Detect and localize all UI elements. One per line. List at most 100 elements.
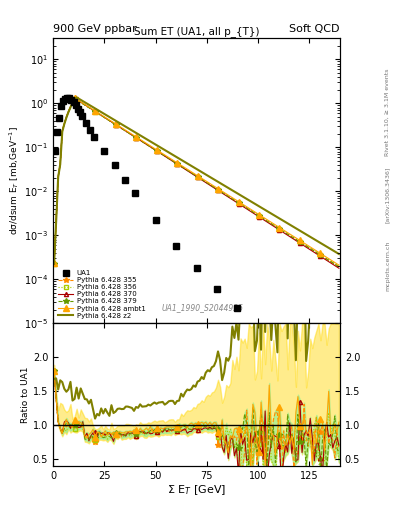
Pythia 6.428 ambt1 xyxy=(334,261,339,267)
UA1 xyxy=(67,95,72,101)
Pythia 6.428 370 xyxy=(334,264,339,270)
Legend: UA1, Pythia 6.428 355, Pythia 6.428 356, Pythia 6.428 370, Pythia 6.428 379, Pyt: UA1, Pythia 6.428 355, Pythia 6.428 356,… xyxy=(55,268,148,322)
UA1 xyxy=(297,361,301,368)
UA1 xyxy=(79,113,84,119)
Pythia 6.428 z2 xyxy=(62,121,67,127)
UA1 xyxy=(102,148,107,154)
Pythia 6.428 z2 xyxy=(68,104,73,111)
Pythia 6.428 355 xyxy=(52,261,57,267)
UA1 xyxy=(133,190,138,196)
Y-axis label: Ratio to UA1: Ratio to UA1 xyxy=(21,367,30,423)
UA1 xyxy=(123,177,127,183)
UA1 xyxy=(92,134,96,140)
UA1 xyxy=(55,129,59,135)
UA1 xyxy=(61,98,66,104)
UA1 xyxy=(65,95,70,101)
Pythia 6.428 355 xyxy=(83,102,87,108)
Pythia 6.428 379 xyxy=(68,104,73,110)
Pythia 6.428 355 xyxy=(195,174,200,180)
UA1 xyxy=(153,217,158,223)
UA1 xyxy=(69,97,74,103)
Pythia 6.428 z2 xyxy=(195,166,200,173)
Line: Pythia 6.428 356: Pythia 6.428 356 xyxy=(52,97,341,268)
UA1 xyxy=(77,109,82,115)
Text: Soft QCD: Soft QCD xyxy=(290,24,340,34)
Pythia 6.428 370 xyxy=(83,102,87,108)
Pythia 6.428 356 xyxy=(195,174,200,180)
Pythia 6.428 ambt1 xyxy=(195,173,200,179)
Pythia 6.428 355 xyxy=(62,120,67,126)
Pythia 6.428 z2 xyxy=(334,250,339,256)
Pythia 6.428 356 xyxy=(334,262,339,268)
UA1 xyxy=(75,105,80,112)
Pythia 6.428 379 xyxy=(83,102,87,108)
UA1 xyxy=(63,96,68,102)
Pythia 6.428 379 xyxy=(336,264,341,270)
Line: UA1: UA1 xyxy=(52,95,343,402)
Pythia 6.428 z2 xyxy=(74,94,79,100)
Pythia 6.428 ambt1 xyxy=(62,120,67,126)
Pythia 6.428 356 xyxy=(62,121,67,127)
Pythia 6.428 379 xyxy=(334,262,339,268)
Pythia 6.428 356 xyxy=(52,261,57,267)
UA1 xyxy=(338,397,342,403)
Pythia 6.428 ambt1 xyxy=(68,103,73,110)
Title: Sum ET (UA1, all p_{T}): Sum ET (UA1, all p_{T}) xyxy=(134,26,259,37)
Text: Rivet 3.1.10, ≥ 3.1M events: Rivet 3.1.10, ≥ 3.1M events xyxy=(385,69,390,156)
Pythia 6.428 356 xyxy=(72,96,77,102)
Pythia 6.428 379 xyxy=(72,95,77,101)
UA1 xyxy=(174,243,178,249)
Pythia 6.428 370 xyxy=(105,116,110,122)
Pythia 6.428 ambt1 xyxy=(336,262,341,268)
Pythia 6.428 379 xyxy=(52,261,57,267)
Pythia 6.428 356 xyxy=(336,263,341,269)
Pythia 6.428 z2 xyxy=(52,261,57,267)
Pythia 6.428 355 xyxy=(72,95,77,101)
UA1 xyxy=(83,120,88,126)
Pythia 6.428 370 xyxy=(72,95,77,101)
UA1 xyxy=(59,103,64,109)
Text: mcplots.cern.ch: mcplots.cern.ch xyxy=(385,241,390,291)
UA1 xyxy=(194,265,199,271)
Pythia 6.428 379 xyxy=(62,121,67,127)
UA1 xyxy=(317,381,322,387)
Pythia 6.428 ambt1 xyxy=(105,116,110,122)
Text: 900 GeV ppbar: 900 GeV ppbar xyxy=(53,24,137,34)
Line: Pythia 6.428 370: Pythia 6.428 370 xyxy=(52,96,341,270)
Pythia 6.428 370 xyxy=(52,260,57,266)
UA1 xyxy=(112,162,117,168)
Pythia 6.428 356 xyxy=(68,104,73,111)
Pythia 6.428 370 xyxy=(68,104,73,110)
Y-axis label: dσ/dsum E$_T$ [mb,GeV$^{-1}$]: dσ/dsum E$_T$ [mb,GeV$^{-1}$] xyxy=(7,126,21,236)
Pythia 6.428 379 xyxy=(195,174,200,180)
Line: Pythia 6.428 355: Pythia 6.428 355 xyxy=(51,96,342,270)
UA1 xyxy=(235,305,240,311)
UA1 xyxy=(53,147,57,154)
Line: Pythia 6.428 z2: Pythia 6.428 z2 xyxy=(54,97,339,264)
Pythia 6.428 z2 xyxy=(105,113,110,119)
Pythia 6.428 355 xyxy=(336,264,341,270)
Text: UA1_1990_S2044935: UA1_1990_S2044935 xyxy=(161,303,243,312)
Pythia 6.428 355 xyxy=(68,104,73,110)
Pythia 6.428 ambt1 xyxy=(72,95,77,101)
Pythia 6.428 370 xyxy=(62,120,67,126)
UA1 xyxy=(71,99,76,105)
Pythia 6.428 379 xyxy=(105,116,110,122)
Line: Pythia 6.428 379: Pythia 6.428 379 xyxy=(51,96,342,269)
Pythia 6.428 356 xyxy=(83,102,87,108)
UA1 xyxy=(88,127,92,133)
Pythia 6.428 ambt1 xyxy=(52,260,57,266)
Pythia 6.428 355 xyxy=(334,263,339,269)
Pythia 6.428 356 xyxy=(105,116,110,122)
Text: [arXiv:1306.3436]: [arXiv:1306.3436] xyxy=(385,166,390,223)
Pythia 6.428 z2 xyxy=(83,99,87,105)
Pythia 6.428 370 xyxy=(195,174,200,180)
Pythia 6.428 355 xyxy=(105,116,110,122)
UA1 xyxy=(215,286,219,292)
Line: Pythia 6.428 ambt1: Pythia 6.428 ambt1 xyxy=(51,95,342,268)
UA1 xyxy=(276,343,281,349)
X-axis label: Σ E$_T$ [GeV]: Σ E$_T$ [GeV] xyxy=(167,483,226,497)
Pythia 6.428 370 xyxy=(336,265,341,271)
Pythia 6.428 z2 xyxy=(336,251,341,257)
Pythia 6.428 ambt1 xyxy=(83,101,87,108)
